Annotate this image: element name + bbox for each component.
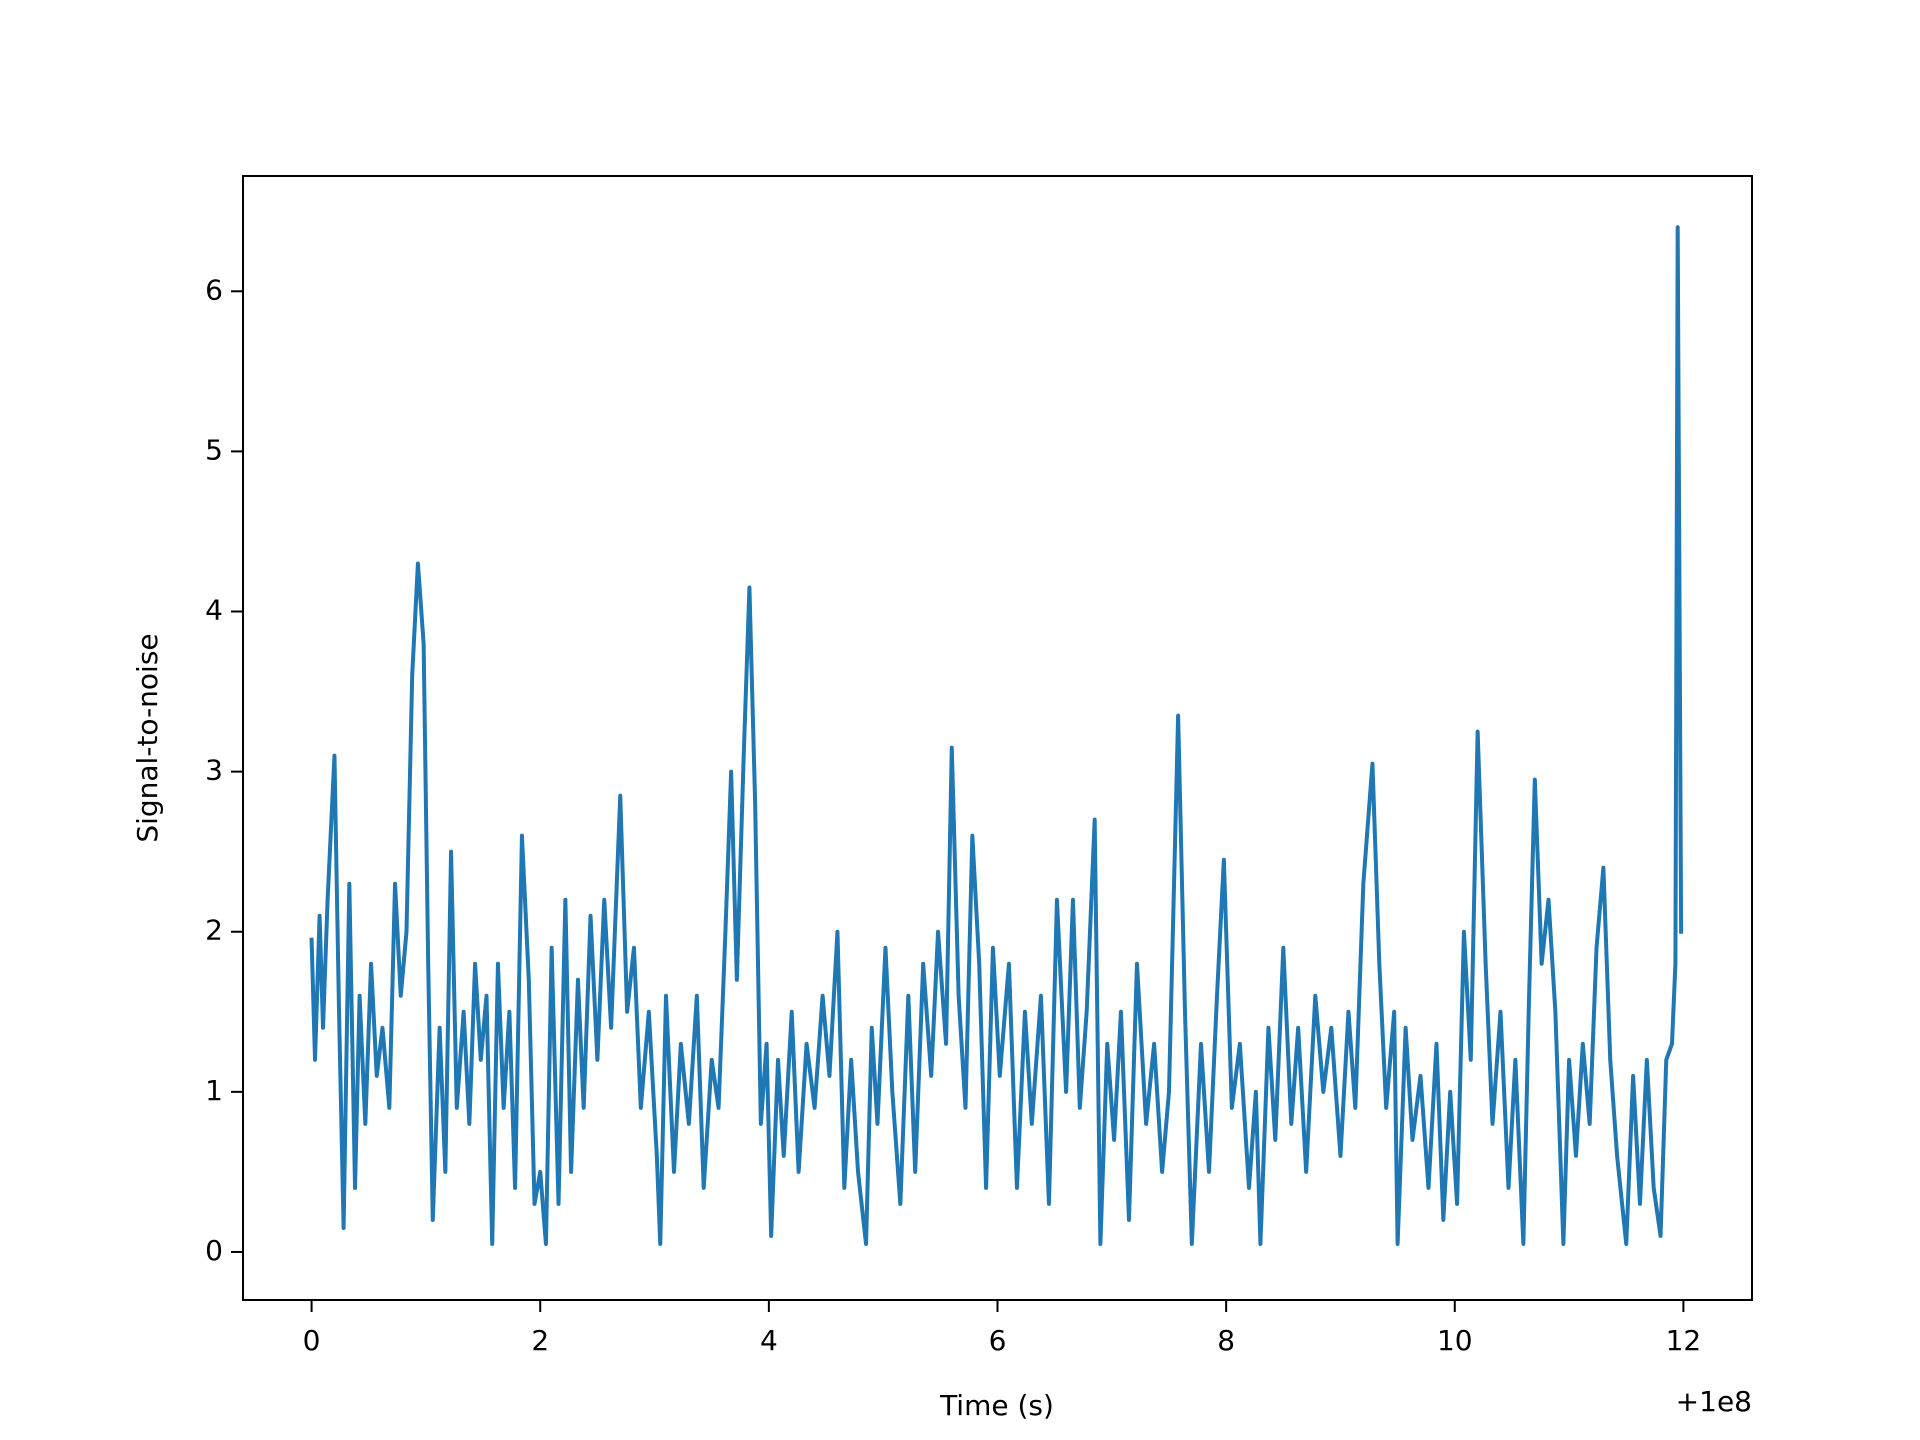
y-tick-label: 5 xyxy=(205,433,223,466)
y-tick-label: 0 xyxy=(205,1234,223,1267)
x-tick-label: 10 xyxy=(1437,1324,1473,1357)
x-tick-label: 12 xyxy=(1666,1324,1702,1357)
y-axis-label: Signal-to-noise xyxy=(131,633,164,842)
x-tick-label: 2 xyxy=(531,1324,549,1357)
x-tick-label: 6 xyxy=(989,1324,1007,1357)
y-tick-label: 3 xyxy=(205,754,223,787)
y-tick-label: 6 xyxy=(205,273,223,306)
x-tick-label: 4 xyxy=(760,1324,778,1357)
y-tick-label: 2 xyxy=(205,914,223,947)
data-line xyxy=(309,225,1684,1246)
plot-frame xyxy=(242,175,1753,1301)
x-tick-label: 0 xyxy=(303,1324,321,1357)
y-tick-label: 1 xyxy=(205,1074,223,1107)
x-tick-label: 8 xyxy=(1217,1324,1235,1357)
x-offset-label: +1e8 xyxy=(1676,1385,1752,1418)
x-axis-label: Time (s) xyxy=(939,1389,1054,1422)
y-tick-label: 4 xyxy=(205,594,223,627)
